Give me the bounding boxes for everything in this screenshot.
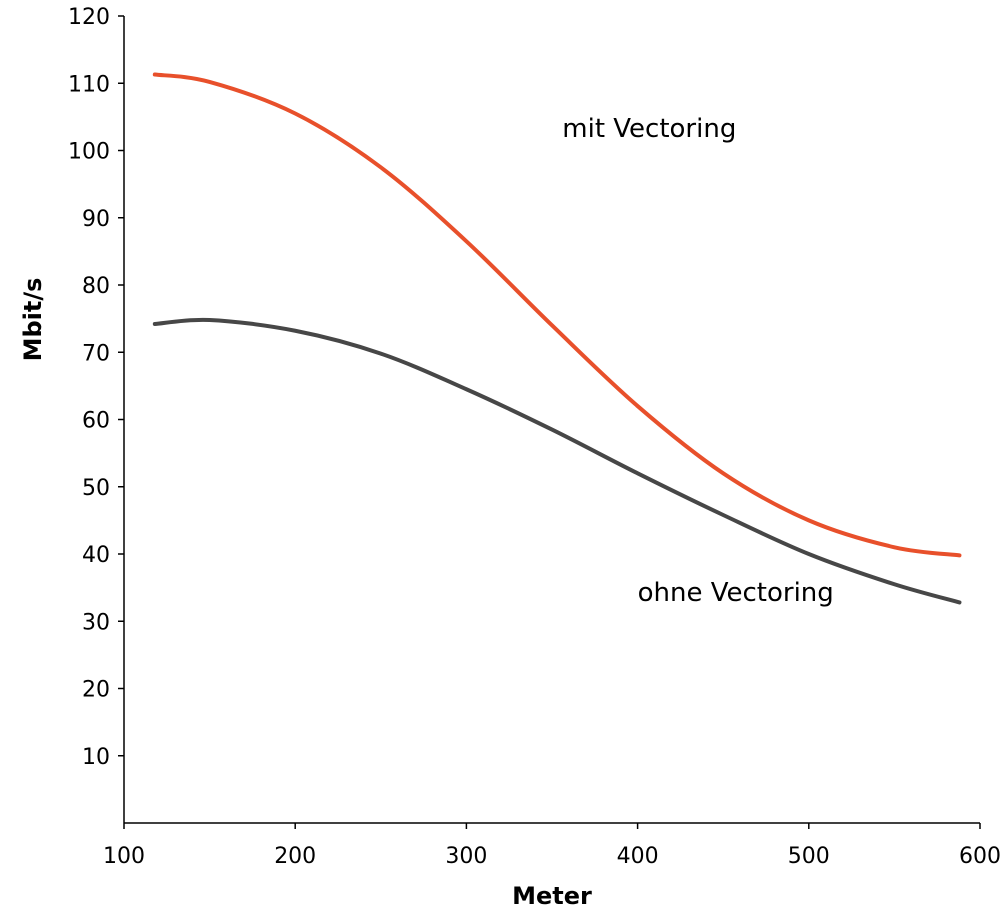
y-tick-label: 30 xyxy=(82,610,110,635)
y-tick-label: 80 xyxy=(82,274,110,299)
x-axis-title: Meter xyxy=(512,882,592,910)
series-line-ohne-vectoring xyxy=(152,317,962,605)
y-axis-title: Mbit/s xyxy=(19,278,47,362)
x-tick-label: 100 xyxy=(103,844,145,869)
y-tick-label: 10 xyxy=(82,745,110,770)
y-tick-label: 100 xyxy=(68,140,110,165)
x-tick-label: 600 xyxy=(959,844,1000,869)
series-group xyxy=(152,72,962,605)
x-axis-ticks: 100 200 300 400 500 600 xyxy=(103,823,1000,869)
y-tick-label: 40 xyxy=(82,543,110,568)
x-tick-label: 300 xyxy=(445,844,487,869)
y-tick-label: 120 xyxy=(68,5,110,30)
x-tick-label: 200 xyxy=(274,844,316,869)
y-tick-label: 70 xyxy=(82,341,110,366)
y-axis-ticks: 10 20 30 40 50 60 70 80 90 100 110 120 xyxy=(68,5,124,770)
series-annotation-mit-vectoring: mit Vectoring xyxy=(562,114,736,144)
y-tick-label: 90 xyxy=(82,207,110,232)
annotation-group: mit Vectoring ohne Vectoring xyxy=(562,114,834,608)
y-tick-label: 50 xyxy=(82,476,110,501)
series-annotation-ohne-vectoring: ohne Vectoring xyxy=(638,578,834,608)
y-tick-label: 20 xyxy=(82,678,110,703)
plot-area: 10 20 30 40 50 60 70 80 90 100 110 120 100 200 300 400… xyxy=(68,5,1000,869)
y-tick-label: 60 xyxy=(82,409,110,434)
y-tick-label: 110 xyxy=(68,72,110,97)
series-line-mit-vectoring xyxy=(152,72,962,558)
x-tick-label: 400 xyxy=(617,844,659,869)
x-tick-label: 500 xyxy=(788,844,830,869)
